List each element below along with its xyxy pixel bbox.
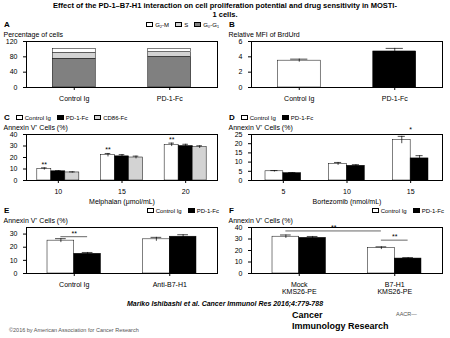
svg-text:0: 0 (14, 270, 18, 277)
svg-text:**: ** (72, 230, 78, 237)
html-text:D: D (229, 113, 235, 122)
svg-text:80: 80 (10, 53, 18, 60)
svg-text:10: 10 (343, 188, 351, 195)
html-text:PD-1-Fc: PD-1-Fc (290, 114, 314, 121)
svg-text:0: 0 (239, 84, 243, 91)
svg-text:6: 6 (239, 38, 243, 45)
html-text:C: C (4, 113, 10, 122)
svg-text:**: ** (42, 161, 48, 168)
svg-text:4: 4 (239, 53, 243, 60)
svg-text:20: 20 (182, 188, 190, 195)
svg-text:15: 15 (118, 188, 126, 195)
html-text:PD-1-Fc: PD-1-Fc (421, 207, 444, 214)
svg-text:20: 20 (235, 247, 243, 254)
svg-text:30: 30 (10, 230, 18, 237)
html-text:E: E (4, 206, 10, 215)
html-text:S: S (184, 21, 189, 28)
svg-text:20: 20 (235, 140, 243, 147)
html-text:AACR—: AACR— (396, 311, 417, 317)
svg-text:5: 5 (239, 168, 243, 175)
html-text:Cancer Immunology Research: Cancer Immunology Research (292, 310, 389, 331)
svg-text:30: 30 (235, 235, 243, 242)
svg-text:0: 0 (239, 177, 243, 184)
svg-text:10: 10 (235, 258, 243, 265)
svg-text:30: 30 (10, 142, 18, 149)
svg-text:Bortezomib (nmol/mL): Bortezomib (nmol/mL) (313, 198, 382, 206)
html-text:Control Ig: Control Ig (155, 207, 182, 214)
html-text:G₀-G₁: G₀-G₁ (203, 21, 219, 28)
html-text:G₂-M: G₂-M (155, 21, 170, 28)
svg-text:MockKMS26-PE: MockKMS26-PE (282, 281, 317, 295)
html-text:PD-1-Fc: PD-1-Fc (196, 207, 219, 214)
svg-text:Annexin V⁺ Cells (%): Annexin V⁺ Cells (%) (229, 124, 293, 132)
svg-text:20: 20 (10, 154, 18, 161)
svg-text:0: 0 (239, 270, 243, 277)
svg-text:Percentage of cells: Percentage of cells (4, 31, 64, 39)
svg-text:Control Ig: Control Ig (284, 95, 314, 103)
html-text:Control Ig: Control Ig (249, 114, 276, 121)
html-text:Control Ig: Control Ig (380, 207, 407, 214)
svg-text:25: 25 (235, 131, 243, 138)
svg-text:15: 15 (407, 188, 415, 195)
svg-text:0: 0 (14, 177, 18, 184)
svg-text:PD-1-Fc: PD-1-Fc (382, 95, 409, 102)
html-text:A: A (4, 20, 10, 29)
svg-text:Relative MFI of BrdUrd: Relative MFI of BrdUrd (229, 31, 300, 38)
svg-text:20: 20 (10, 243, 18, 250)
svg-text:**: ** (169, 136, 175, 143)
svg-text:B7-H1KMS26-PE: B7-H1KMS26-PE (377, 281, 412, 295)
svg-text:Melphalan (μmol/mL): Melphalan (μmol/mL) (89, 198, 155, 206)
svg-text:10: 10 (54, 188, 62, 195)
svg-text:5: 5 (281, 188, 285, 195)
svg-text:Control Ig: Control Ig (59, 281, 89, 289)
html-text:PD-1-Fc: PD-1-Fc (65, 114, 89, 121)
html-text:CD86-Fc: CD86-Fc (103, 114, 128, 121)
svg-text:*: * (409, 126, 412, 133)
svg-text:40: 40 (10, 131, 18, 138)
svg-text:40: 40 (10, 68, 18, 75)
html-text:F: F (229, 206, 234, 215)
html-text:Control Ig: Control Ig (24, 114, 51, 121)
svg-text:120: 120 (6, 38, 18, 45)
svg-text:Annexin V⁺ Cells (%): Annexin V⁺ Cells (%) (229, 217, 293, 225)
svg-text:Annexin V⁺ Cells (%): Annexin V⁺ Cells (%) (4, 217, 68, 225)
html-text:©2016 by American Association: ©2016 by American Association for Cancer… (9, 327, 139, 333)
svg-text:10: 10 (235, 158, 243, 165)
svg-text:Control Ig: Control Ig (59, 95, 89, 103)
svg-text:Anti-B7-H1: Anti-B7-H1 (153, 281, 187, 288)
svg-text:0: 0 (14, 84, 18, 91)
svg-text:15: 15 (235, 149, 243, 156)
svg-text:PD-1-Fc: PD-1-Fc (157, 95, 184, 102)
svg-text:40: 40 (235, 224, 243, 231)
html-text:Mariko Ishibashi et al. Cancer: Mariko Ishibashi et al. Cancer Immunol R… (127, 300, 323, 307)
html-text:B: B (229, 20, 235, 29)
svg-text:Annexin V⁺ Cells (%): Annexin V⁺ Cells (%) (4, 124, 68, 132)
svg-text:2: 2 (239, 68, 243, 75)
svg-text:**: ** (392, 233, 398, 240)
svg-text:10: 10 (10, 257, 18, 264)
html-text:Effect of the PD-1–B7-H1 inter: Effect of the PD-1–B7-H1 interaction on … (53, 1, 397, 19)
svg-text:**: ** (105, 146, 111, 153)
svg-text:10: 10 (10, 165, 18, 172)
